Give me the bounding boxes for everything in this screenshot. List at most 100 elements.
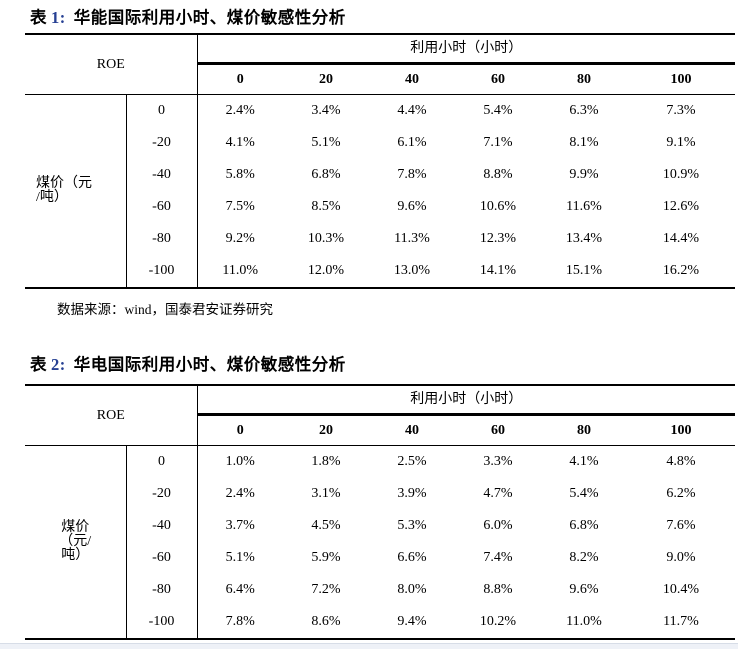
table-row: -40 5.8% 6.8% 7.8% 8.8% 9.9% 10.9% [25,159,735,191]
data-cell: 8.8% [483,582,513,597]
data-cell: 12.6% [662,199,700,214]
col-header: 40 [369,63,455,95]
table-row: -40 3.7% 4.5% 5.3% 6.0% 6.8% 7.6% [25,510,735,542]
data-cell: 8.6% [311,614,341,629]
data-cell: 7.5% [225,199,255,214]
data-cell: 5.9% [311,550,341,565]
data-cell: 7.2% [311,582,341,597]
col-header: 0 [197,414,283,446]
col-header: 60 [455,414,541,446]
caption-title: 华能国际利用小时、煤价敏感性分析 [73,8,346,27]
data-cell: 3.7% [225,518,255,533]
data-cell: 6.3% [569,103,599,118]
page-bottom-strip [0,643,738,649]
data-cell: 9.6% [569,582,599,597]
data-cell: 13.4% [565,231,603,246]
data-cell: 10.3% [307,231,345,246]
data-cell: 6.2% [666,486,696,501]
table-row: -80 9.2% 10.3% 11.3% 12.3% 13.4% 14.4% [25,223,735,255]
data-cell: 11.0% [566,614,602,629]
data-cell: 6.8% [569,518,599,533]
table-row: 煤价 （元/ 吨） 0 1.0% 1.8% 2.5% 3.3% 4.1% 4.8… [25,445,735,639]
table-row: -100 7.8% 8.6% 9.4% 10.2% 11.0% 11.7% [25,606,735,639]
row-header: 0 [126,445,198,478]
row-header: -60 [126,191,198,223]
row-header: -40 [126,159,198,191]
data-cell: 12.0% [307,263,345,278]
data-cell: 8.0% [397,582,427,597]
data-cell: 8.8% [483,167,513,182]
data-cell: 1.0% [225,454,255,469]
sensitivity-table-huaneng: ROE 利用小时（小时） 0 20 40 60 80 100 煤价（元 /吨） … [25,33,735,289]
data-cell: 11.0% [222,263,259,278]
row-header: -80 [126,223,198,255]
table-row: -20 4.1% 5.1% 6.1% 7.1% 8.1% 9.1% [25,127,735,159]
data-cell: 5.1% [225,550,255,565]
data-cell: 7.8% [225,614,255,629]
data-cell: 3.3% [483,454,513,469]
data-cell: 6.4% [225,582,255,597]
data-cell: 5.3% [397,518,427,533]
data-cell: 6.8% [311,167,341,182]
data-cell: 3.1% [311,486,341,501]
data-cell: 6.1% [397,135,427,150]
data-cell: 11.3% [394,231,430,246]
data-cell: 4.5% [311,518,341,533]
row-header: -40 [126,510,198,542]
data-cell: 11.7% [663,614,699,629]
data-cell: 10.2% [479,614,517,629]
col-header: 40 [369,414,455,446]
data-cell: 4.1% [225,135,255,150]
row-header: -60 [126,542,198,574]
table-row: -60 7.5% 8.5% 9.6% 10.6% 11.6% 12.6% [25,191,735,223]
data-cell: 5.8% [225,167,255,182]
table1-caption: 表 1: 华能国际利用小时、煤价敏感性分析 [30,4,346,28]
data-cell: 4.1% [569,454,599,469]
row-header: -20 [126,127,198,159]
col-header: 80 [541,414,627,446]
data-cell: 3.4% [311,103,341,118]
data-cell: 6.0% [483,518,513,533]
data-cell: 4.7% [483,486,513,501]
table-row: -20 2.4% 3.1% 3.9% 4.7% 5.4% 6.2% [25,478,735,510]
data-cell: 7.6% [666,518,696,533]
data-cell: 4.4% [397,103,427,118]
col-header: 20 [283,414,369,446]
caption-number: 2: [51,355,66,374]
col-header: 100 [627,63,735,95]
data-cell: 16.2% [662,263,700,278]
data-cell: 9.2% [225,231,255,246]
data-cell: 11.6% [566,199,602,214]
caption-number: 1: [51,8,66,27]
row-header: -20 [126,478,198,510]
data-cell: 14.4% [662,231,700,246]
row-header: 0 [126,94,198,127]
table-row: -80 6.4% 7.2% 8.0% 8.8% 9.6% 10.4% [25,574,735,606]
col-header: 80 [541,63,627,95]
data-cell: 10.4% [662,582,700,597]
data-cell: 13.0% [393,263,431,278]
data-cell: 3.9% [397,486,427,501]
caption-table-word: 表 [30,355,47,374]
data-cell: 7.1% [483,135,513,150]
roe-corner-header: ROE [25,34,198,95]
data-cell: 10.9% [662,167,700,182]
utilization-hours-group-header: 利用小时（小时） [197,385,735,416]
table-row: -100 11.0% 12.0% 13.0% 14.1% 15.1% 16.2% [25,255,735,288]
data-cell: 10.6% [479,199,517,214]
data-cell: 7.3% [666,103,696,118]
caption-title: 华电国际利用小时、煤价敏感性分析 [73,355,346,374]
data-cell: 5.4% [483,103,513,118]
data-cell: 2.4% [225,103,255,118]
data-cell: 8.2% [569,550,599,565]
coal-price-row-group-label: 煤价（元 /吨） [25,94,127,288]
data-cell: 9.1% [666,135,696,150]
caption-table-word: 表 [30,8,47,27]
data-cell: 15.1% [565,263,603,278]
sensitivity-table-huadian: ROE 利用小时（小时） 0 20 40 60 80 100 煤价 （元/ 吨）… [25,384,735,640]
col-header: 20 [283,63,369,95]
table2-caption: 表 2: 华电国际利用小时、煤价敏感性分析 [30,351,346,375]
coal-price-row-group-label: 煤价 （元/ 吨） [25,445,127,639]
data-cell: 12.3% [479,231,517,246]
